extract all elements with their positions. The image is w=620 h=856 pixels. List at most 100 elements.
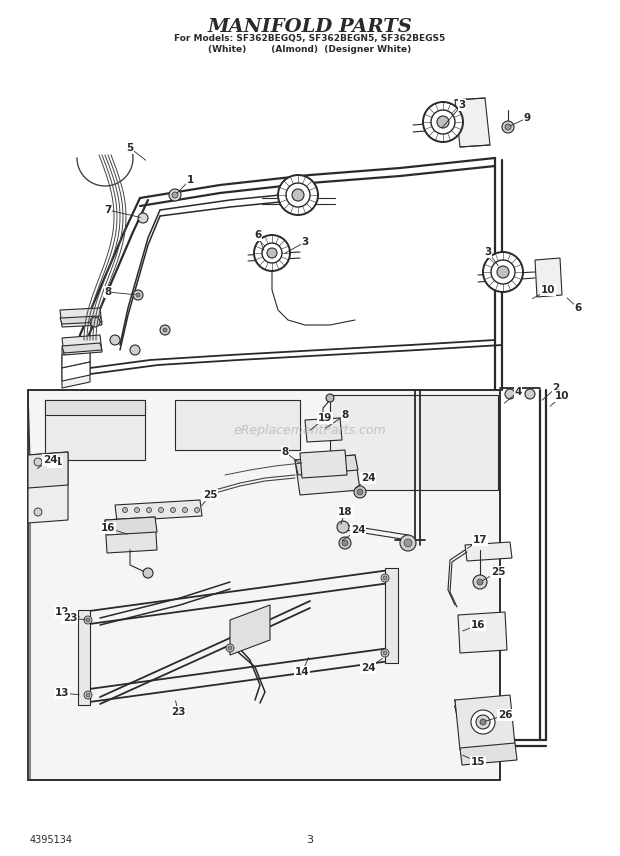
Text: 18: 18 [338, 507, 352, 517]
Text: 13: 13 [55, 688, 69, 698]
Polygon shape [295, 455, 358, 475]
Circle shape [477, 579, 483, 585]
Polygon shape [460, 743, 517, 765]
Text: MANIFOLD PARTS: MANIFOLD PARTS [208, 18, 412, 36]
Circle shape [354, 486, 366, 498]
Circle shape [383, 576, 387, 580]
Text: 21: 21 [48, 457, 62, 467]
Text: 3: 3 [484, 247, 492, 257]
Text: 19: 19 [318, 413, 332, 423]
Circle shape [84, 691, 92, 699]
Text: 12: 12 [55, 607, 69, 617]
Text: 25: 25 [203, 490, 217, 500]
Text: 10: 10 [541, 285, 556, 295]
Circle shape [262, 243, 282, 263]
Circle shape [84, 616, 92, 624]
Text: 1: 1 [187, 175, 193, 185]
Text: 3: 3 [458, 100, 466, 110]
Polygon shape [28, 390, 500, 780]
Text: 8: 8 [104, 287, 112, 297]
Text: 4: 4 [515, 387, 521, 397]
Text: 25: 25 [491, 567, 505, 577]
Circle shape [339, 537, 351, 549]
Polygon shape [330, 395, 498, 490]
Circle shape [483, 252, 523, 292]
Circle shape [471, 710, 495, 734]
Polygon shape [115, 500, 202, 521]
Circle shape [357, 489, 363, 495]
Polygon shape [105, 517, 157, 553]
Circle shape [423, 102, 463, 142]
Circle shape [505, 389, 515, 399]
Circle shape [286, 183, 310, 207]
Circle shape [480, 719, 486, 725]
Text: 16: 16 [100, 523, 115, 533]
Circle shape [381, 649, 389, 657]
Text: 16: 16 [471, 620, 485, 630]
Circle shape [342, 540, 348, 546]
Circle shape [34, 508, 42, 516]
Circle shape [228, 646, 232, 650]
Circle shape [497, 266, 509, 278]
Circle shape [404, 539, 412, 547]
Circle shape [400, 535, 416, 551]
Polygon shape [60, 316, 102, 324]
Polygon shape [305, 418, 342, 442]
Polygon shape [230, 605, 270, 655]
Circle shape [254, 235, 290, 271]
Circle shape [90, 317, 100, 327]
Polygon shape [78, 610, 90, 705]
Text: 6: 6 [254, 230, 262, 240]
Circle shape [34, 458, 42, 466]
Text: 24: 24 [43, 455, 57, 465]
Polygon shape [105, 517, 157, 535]
Polygon shape [295, 455, 360, 495]
Circle shape [160, 325, 170, 335]
Circle shape [135, 508, 140, 513]
Text: 9: 9 [523, 113, 531, 123]
Polygon shape [62, 362, 90, 381]
Text: 5: 5 [126, 143, 134, 153]
Text: 23: 23 [170, 707, 185, 717]
Polygon shape [455, 695, 515, 750]
Circle shape [130, 345, 140, 355]
Text: eReplacementParts.com: eReplacementParts.com [234, 424, 386, 437]
Circle shape [163, 328, 167, 332]
Text: 10: 10 [555, 391, 569, 401]
Polygon shape [535, 258, 562, 297]
Text: 7: 7 [104, 205, 112, 215]
Text: 24: 24 [361, 473, 375, 483]
Text: 2: 2 [552, 383, 560, 393]
Circle shape [476, 715, 490, 729]
Circle shape [86, 618, 90, 622]
Text: 4395134: 4395134 [30, 835, 73, 845]
Text: 14: 14 [294, 667, 309, 677]
Circle shape [169, 189, 181, 201]
Circle shape [138, 213, 148, 223]
Text: 15: 15 [471, 757, 485, 767]
Polygon shape [465, 542, 512, 561]
Circle shape [505, 124, 511, 130]
Circle shape [383, 651, 387, 655]
Circle shape [123, 508, 128, 513]
Circle shape [267, 248, 277, 258]
Circle shape [337, 521, 349, 533]
Circle shape [136, 293, 140, 297]
Polygon shape [455, 98, 490, 147]
Circle shape [170, 508, 175, 513]
Polygon shape [300, 450, 347, 478]
Polygon shape [62, 342, 90, 388]
Polygon shape [60, 308, 102, 327]
Circle shape [431, 110, 455, 134]
Polygon shape [175, 400, 300, 450]
Circle shape [491, 260, 515, 284]
Text: 26: 26 [498, 710, 512, 720]
Polygon shape [385, 568, 398, 663]
Text: 23: 23 [63, 613, 78, 623]
Polygon shape [62, 335, 102, 355]
Circle shape [86, 693, 90, 697]
Text: 17: 17 [472, 535, 487, 545]
Circle shape [133, 290, 143, 300]
Circle shape [502, 121, 514, 133]
Circle shape [326, 394, 334, 402]
